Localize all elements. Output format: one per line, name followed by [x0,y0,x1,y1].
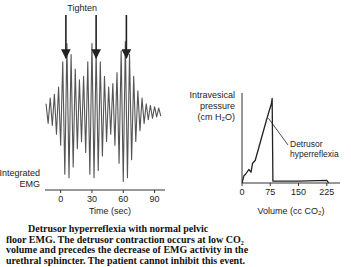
y-label-line: Integrated [0,168,40,178]
background [0,0,351,267]
caption-line: floor EMG. The detrusor contraction occu… [6,234,244,245]
y-label-line: pressure [200,101,235,111]
y-label-line: EMG [19,179,40,189]
y-label-line: (cm H₂O) [198,112,236,122]
x-tick [91,190,92,193]
x-tick [242,183,243,186]
annotation-pointer [268,118,288,145]
y-axis [242,93,243,183]
annotation: Tighten [67,3,97,13]
plot-data [242,98,329,183]
x-tick [154,190,155,193]
x-label: Time (sec) [89,206,131,216]
tighten-arrow [95,15,97,58]
x-label: Volume (cc CO₂) [257,206,324,216]
x-axis [45,190,165,191]
y-label: IntegratedEMG [0,168,40,189]
caption-line: Detrusor hyperreflexia with normal pelvi… [28,223,209,234]
caption-line: urethral sphincter. The patient cannot i… [6,255,246,266]
x-tick-label: 30 [87,194,97,204]
x-tick-label: 0 [58,194,63,204]
x-tick-label: 60 [118,194,128,204]
y-label: Intravesicalpressure(cm H₂O) [189,90,235,122]
tighten-arrow [65,15,67,58]
x-tick [298,183,299,186]
x-tick-label: 150 [291,187,306,197]
annotation: Detrusorhyperreflexia [290,139,339,159]
annotation-line: Detrusor [290,139,323,149]
y-label-line: Intravesical [189,90,235,100]
annotation-line: hyperreflexia [290,149,339,159]
caption-line: volume and precedes the decrease of EMG … [6,244,249,255]
pressure-trace [242,98,329,183]
x-tick [123,190,124,193]
x-tick-label: 90 [150,194,160,204]
emg-trace [46,41,161,181]
x-tick-label: 75 [265,187,275,197]
x-tick-label: 225 [319,187,334,197]
plot-data [46,41,161,181]
figure: 0 30 60 90 Time (sec) IntegratedEMG Tighten 0 75… [0,0,351,267]
x-tick [270,183,271,186]
tighten-arrow [126,15,128,58]
x-tick [60,190,61,193]
x-axis [242,183,340,184]
x-tick [326,183,327,186]
x-tick-label: 0 [239,187,244,197]
